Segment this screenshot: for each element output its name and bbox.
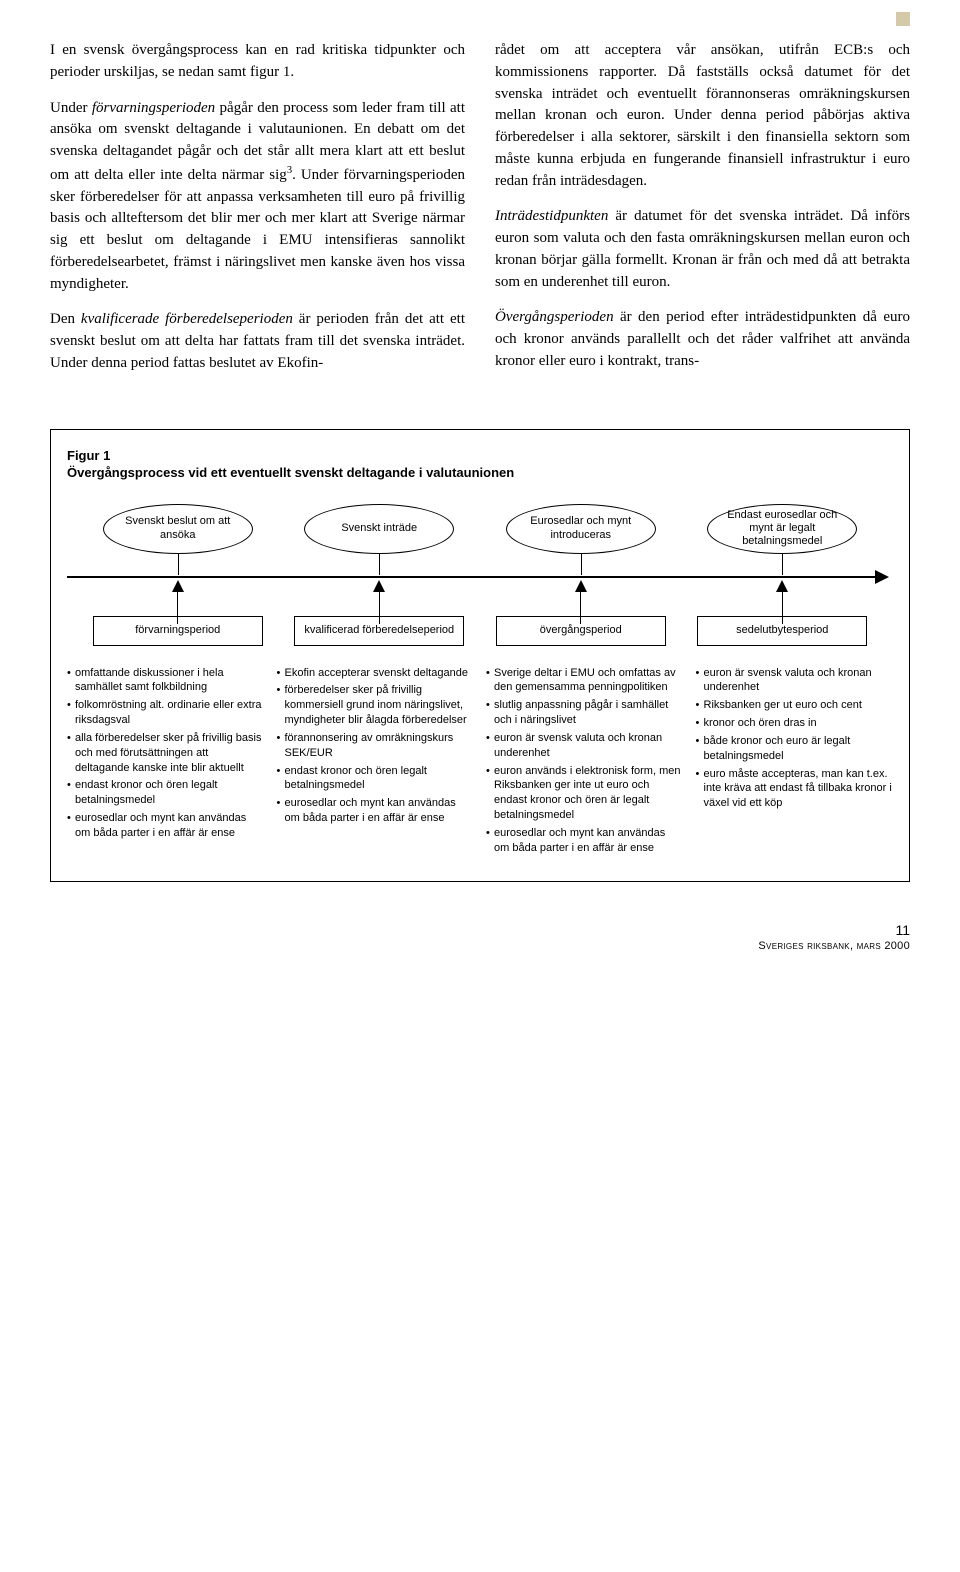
source-line: Sveriges riksbank, mars 2000: [50, 940, 910, 952]
detail-item: slutlig anpassning pågår i samhället och…: [486, 698, 684, 728]
body-columns: I en svensk övergångsprocess kan en rad …: [50, 40, 910, 389]
detail-item: Ekofin accepterar svenskt deltagande: [277, 666, 475, 681]
detail-item: euro måste accepteras, man kan t.ex. int…: [696, 767, 894, 812]
detail-item: förberedelser sker på frivillig kommersi…: [277, 683, 475, 728]
detail-item: endast kronor och ören legalt betalnings…: [277, 764, 475, 794]
para-5: Inträdestidpunkten är datumet för det sv…: [495, 206, 910, 293]
period-detail-col: euron är svensk valuta och kronan undere…: [696, 666, 894, 859]
detail-item: omfattande diskussioner i hela samhället…: [67, 666, 265, 696]
para-6: Övergångsperioden är den period efter in…: [495, 307, 910, 372]
detail-item: både kronor och euro är legalt betalning…: [696, 734, 894, 764]
period-label: kvalificerad förberedelseperiod: [294, 616, 464, 646]
period-detail-col: Ekofin accepterar svenskt deltagande för…: [277, 666, 475, 859]
milestone-node: Endast eurosedlar och mynt är legalt bet…: [707, 504, 857, 554]
period-label-row: förvarningsperiod kvalificerad förberede…: [67, 616, 893, 646]
detail-item: alla förberedelser sker på frivillig bas…: [67, 731, 265, 776]
period-detail-col: Sverige deltar i EMU och omfattas av den…: [486, 666, 684, 859]
milestone-row: Svenskt beslut om att ansöka Svenskt int…: [67, 504, 893, 554]
figure-subtitle: Övergångsprocess vid ett eventuellt sven…: [67, 465, 893, 480]
para-2: Under förvarningsperioden pågår den proc…: [50, 98, 465, 296]
period-label: sedelutbytesperiod: [697, 616, 867, 646]
detail-item: eurosedlar och mynt kan användas om båda…: [486, 826, 684, 856]
detail-item: eurosedlar och mynt kan användas om båda…: [67, 811, 265, 841]
detail-item: Riksbanken ger ut euro och cent: [696, 698, 894, 713]
detail-item: förannonsering av omräkningskurs SEK/EUR: [277, 731, 475, 761]
para-4: rådet om att acceptera vår ansökan, utif…: [495, 40, 910, 192]
para-1: I en svensk övergångsprocess kan en rad …: [50, 40, 465, 84]
figure-title: Figur 1: [67, 448, 893, 463]
page-number: 11: [50, 922, 910, 938]
period-label: förvarningsperiod: [93, 616, 263, 646]
milestone-node: Svenskt inträde: [304, 504, 454, 554]
detail-item: Sverige deltar i EMU och omfattas av den…: [486, 666, 684, 696]
para-3: Den kvalificerade förberedelseperioden ä…: [50, 309, 465, 374]
timeline: Svenskt beslut om att ansöka Svenskt int…: [67, 504, 893, 634]
milestone-node: Eurosedlar och mynt introduceras: [506, 504, 656, 554]
period-details-row: omfattande diskussioner i hela samhället…: [67, 666, 893, 859]
period-detail-col: omfattande diskussioner i hela samhället…: [67, 666, 265, 859]
detail-item: euron är svensk valuta och kronan undere…: [696, 666, 894, 696]
detail-item: endast kronor och ören legalt betalnings…: [67, 778, 265, 808]
detail-item: kronor och ören dras in: [696, 716, 894, 731]
detail-item: euron är svensk valuta och kronan undere…: [486, 731, 684, 761]
figure-1: Figur 1 Övergångsprocess vid ett eventue…: [50, 429, 910, 882]
detail-item: eurosedlar och mynt kan användas om båda…: [277, 796, 475, 826]
detail-item: folkomröstning alt. ordinarie eller extr…: [67, 698, 265, 728]
page-footer: 11 Sveriges riksbank, mars 2000: [50, 922, 910, 952]
detail-item: euron används i elektronisk form, men Ri…: [486, 764, 684, 823]
left-column: I en svensk övergångsprocess kan en rad …: [50, 40, 465, 389]
milestone-node: Svenskt beslut om att ansöka: [103, 504, 253, 554]
page-corner-marker: [896, 12, 910, 26]
right-column: rådet om att acceptera vår ansökan, utif…: [495, 40, 910, 389]
period-label: övergångsperiod: [496, 616, 666, 646]
